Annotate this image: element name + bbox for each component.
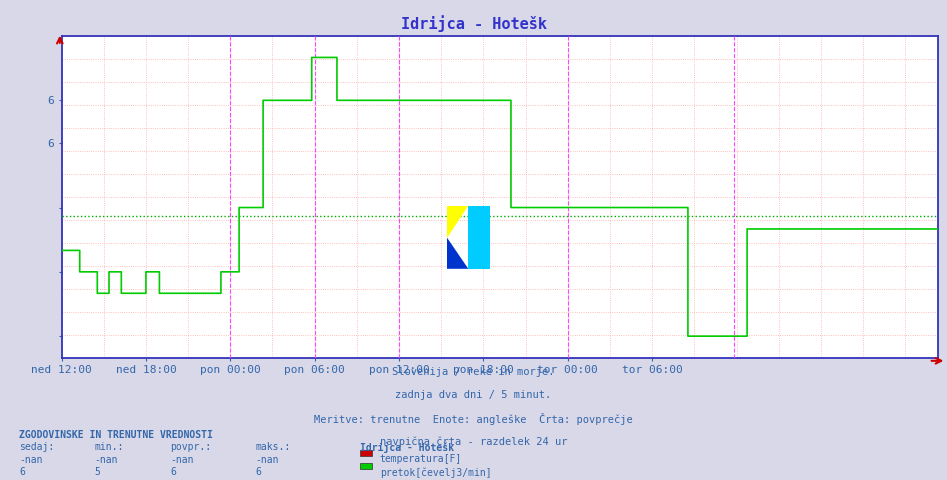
Polygon shape: [468, 206, 490, 269]
Text: zadnja dva dni / 5 minut.: zadnja dva dni / 5 minut.: [396, 390, 551, 400]
Text: 6: 6: [256, 467, 261, 477]
Text: -nan: -nan: [95, 455, 118, 465]
Text: 5: 5: [95, 467, 100, 477]
Text: sedaj:: sedaj:: [19, 442, 54, 452]
Text: 6: 6: [19, 467, 25, 477]
Text: ZGODOVINSKE IN TRENUTNE VREDNOSTI: ZGODOVINSKE IN TRENUTNE VREDNOSTI: [19, 430, 213, 440]
Text: Slovenija / reke in morje.: Slovenija / reke in morje.: [392, 367, 555, 377]
Text: -nan: -nan: [19, 455, 43, 465]
Text: Idrijca - Hotešk: Idrijca - Hotešk: [401, 15, 546, 32]
Text: Idrijca - Hotešk: Idrijca - Hotešk: [360, 442, 454, 453]
Text: min.:: min.:: [95, 442, 124, 452]
Polygon shape: [447, 206, 468, 238]
Text: 6: 6: [170, 467, 176, 477]
Text: -nan: -nan: [256, 455, 279, 465]
Polygon shape: [447, 238, 468, 269]
Text: Meritve: trenutne  Enote: angleške  Črta: povprečje: Meritve: trenutne Enote: angleške Črta: …: [314, 413, 633, 425]
Text: maks.:: maks.:: [256, 442, 291, 452]
Text: pretok[čevelj3/min]: pretok[čevelj3/min]: [380, 467, 491, 478]
Text: navpična črta - razdelek 24 ur: navpična črta - razdelek 24 ur: [380, 436, 567, 447]
Text: temperatura[F]: temperatura[F]: [380, 454, 462, 464]
Text: povpr.:: povpr.:: [170, 442, 211, 452]
Text: -nan: -nan: [170, 455, 194, 465]
